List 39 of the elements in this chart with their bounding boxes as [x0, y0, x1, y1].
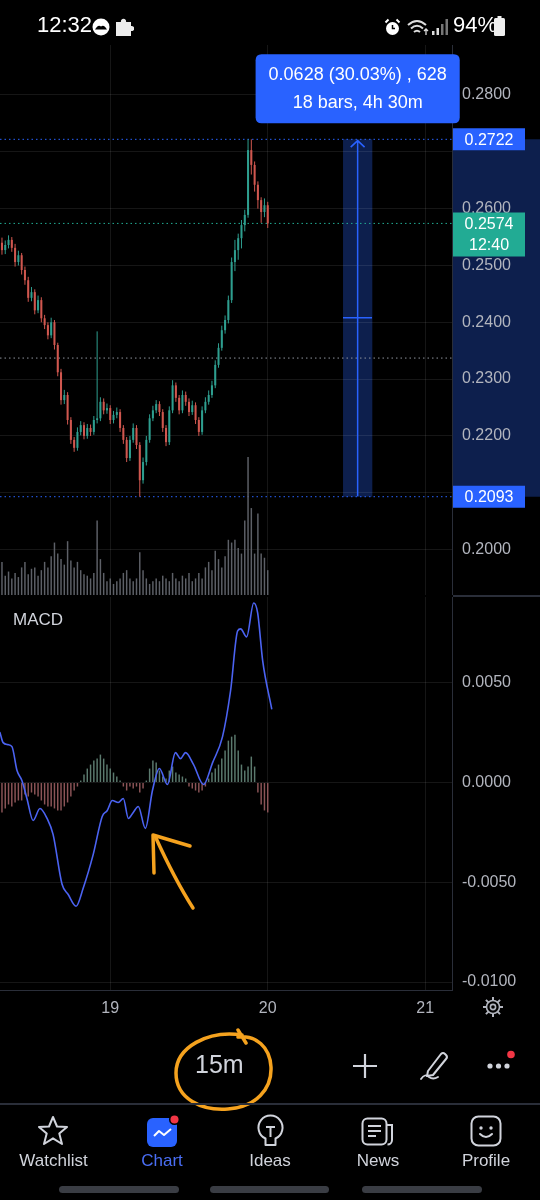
y-tick-label: 0.2500 — [462, 255, 512, 273]
line-series — [0, 602, 273, 908]
y-tick-label: 0.2400 — [462, 312, 512, 330]
candlestick — [40, 296, 43, 323]
text: Chart — [141, 1151, 183, 1171]
annotation: 0.0628 (30.03%) , 628 — [268, 63, 447, 84]
candlestick — [250, 138, 253, 176]
y-tick-label: -0.0100 — [462, 972, 517, 990]
candlestick — [125, 436, 128, 463]
candlestick — [181, 389, 184, 414]
text: 12:32 — [37, 12, 93, 38]
y-tick-label: 0.2800 — [462, 85, 512, 103]
candlestick — [76, 426, 79, 452]
y-tick-label: -0.0050 — [462, 872, 517, 890]
text: 15m — [195, 1050, 244, 1079]
text: News — [356, 1151, 400, 1171]
ref-line-label: 0.2574 12:40 — [464, 214, 514, 253]
x-tick-label: 19 — [101, 999, 120, 1017]
text: Profile — [461, 1151, 511, 1171]
text: MACD — [13, 609, 64, 629]
candlestick — [266, 201, 269, 229]
candlestick — [50, 317, 53, 339]
y-tick-label: 0.2200 — [462, 426, 512, 444]
ref-line-label: 0.2722 — [464, 130, 514, 148]
text: Watchlist — [19, 1151, 88, 1171]
y-tick-label: 0.2300 — [462, 369, 512, 387]
candlestick — [201, 405, 204, 436]
candlestick — [263, 197, 266, 218]
y-tick-label: 0.2600 — [462, 199, 512, 217]
ref-line-label: 0.2093 — [464, 488, 514, 506]
y-tick-label: 0.2000 — [462, 539, 512, 557]
text: Ideas — [249, 1151, 291, 1171]
x-tick-label: 20 — [258, 999, 277, 1017]
y-tick-label: 0.0050 — [462, 673, 512, 691]
candlestick — [53, 319, 56, 351]
annotation: 18 bars, 4h 30m — [292, 91, 423, 112]
x-tick-label: 21 — [416, 999, 435, 1017]
y-tick-label: 0.0000 — [462, 772, 512, 790]
candlestick — [0, 237, 3, 256]
